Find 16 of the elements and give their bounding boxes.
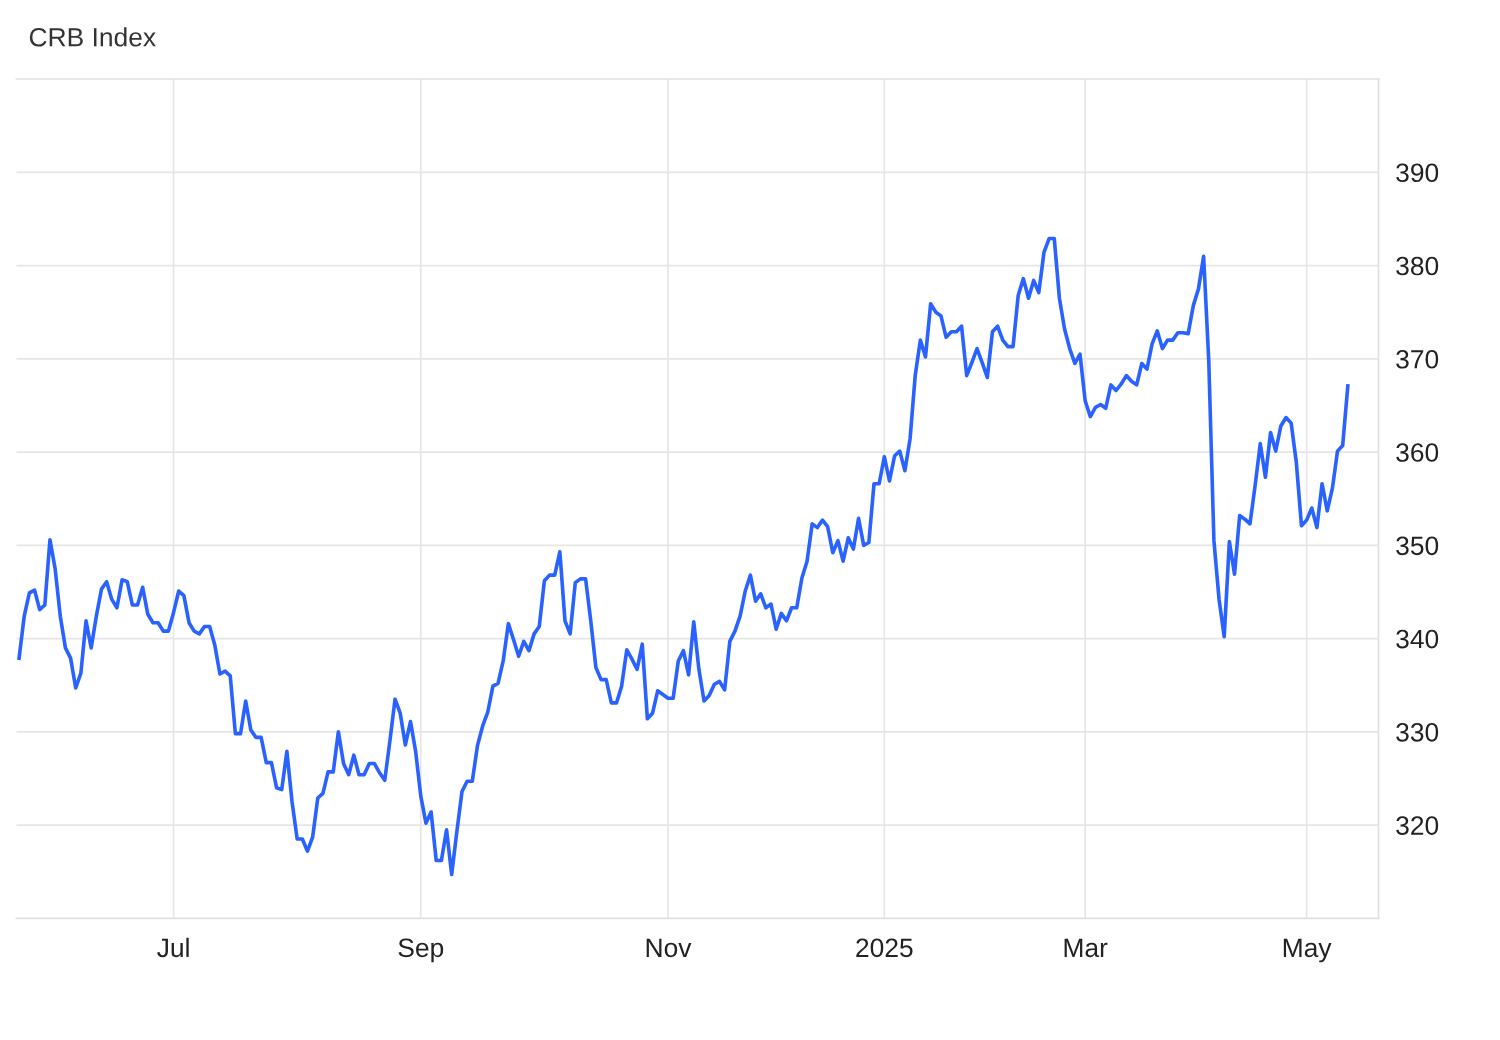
y-tick-label: 320	[1396, 816, 1439, 835]
x-tick-label: Jul	[157, 937, 189, 958]
y-tick-label: 350	[1396, 536, 1439, 556]
x-tick-label: Mar	[1064, 938, 1108, 958]
x-tick-label: 2025	[856, 938, 913, 958]
y-tick-label: 390	[1396, 163, 1439, 183]
y-tick-label: 330	[1396, 722, 1439, 742]
x-tick-label: Nov	[646, 938, 692, 958]
x-tick-label: May	[1283, 938, 1332, 963]
chart-title: CRB Index	[29, 27, 156, 47]
y-tick-label: 360	[1396, 443, 1439, 462]
x-tick-label: Sep	[398, 938, 444, 963]
y-tick-label: 340	[1396, 629, 1439, 649]
line-series	[17, 236, 1350, 877]
y-tick-label: 370	[1396, 349, 1439, 369]
y-tick-label: 380	[1396, 256, 1439, 276]
